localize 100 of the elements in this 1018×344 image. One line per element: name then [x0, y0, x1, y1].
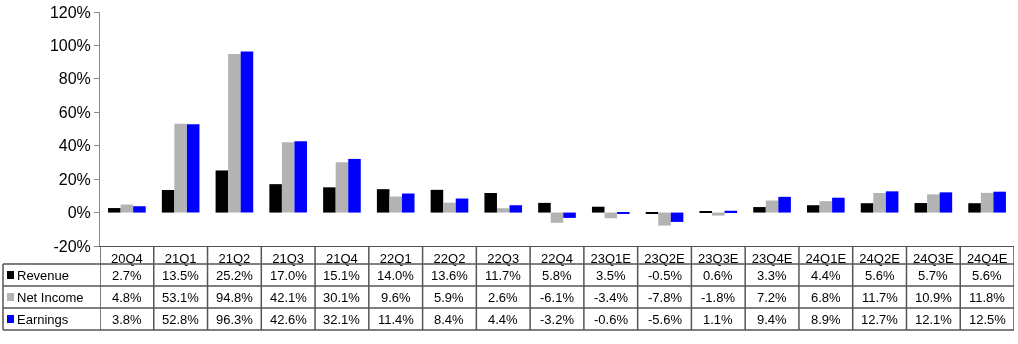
- legend-label: Earnings: [17, 312, 69, 327]
- data-label: 5.6%: [972, 268, 1003, 283]
- bar: [120, 204, 134, 213]
- data-label: 10.9%: [915, 290, 953, 305]
- bar: [765, 200, 779, 213]
- bar: [281, 142, 295, 213]
- y-tick-label: 0%: [67, 204, 91, 222]
- x-tick-label: 24Q2E: [859, 250, 901, 266]
- data-label: 3.5%: [596, 268, 627, 283]
- bar: [186, 124, 200, 213]
- data-label: 15.1%: [323, 268, 361, 283]
- data-label: 3.3%: [757, 268, 788, 283]
- x-tick-label: 21Q1: [164, 250, 197, 266]
- data-label: 8.4%: [434, 312, 465, 327]
- x-tick-label: 21Q2: [218, 250, 251, 266]
- x-tick-label: 22Q4: [541, 250, 573, 266]
- data-label: 8.9%: [811, 312, 842, 327]
- x-tick-label: 21Q3: [272, 250, 305, 266]
- data-label: 11.4%: [378, 312, 415, 327]
- data-label: 6.8%: [811, 290, 842, 305]
- bar: [108, 208, 121, 213]
- bar: [885, 191, 899, 213]
- legend-label: Revenue: [17, 268, 70, 283]
- bar: [778, 196, 791, 213]
- data-label: 11.7%: [485, 268, 522, 283]
- data-label: 12.1%: [915, 312, 953, 327]
- x-tick-label: 22Q1: [379, 250, 412, 266]
- bar: [323, 187, 336, 213]
- x-tick-label: 22Q3: [487, 250, 520, 266]
- bar: [161, 190, 175, 213]
- y-tick-label: 120%: [49, 3, 91, 21]
- x-tick-label: 23Q2E: [644, 250, 686, 266]
- bar: [133, 206, 146, 213]
- x-tick-label: 24Q1E: [805, 250, 847, 266]
- data-label: 30.1%: [323, 290, 361, 305]
- x-tick-label: 22Q2: [433, 250, 466, 266]
- y-tick-label: 100%: [49, 37, 91, 55]
- x-tick-label: 23Q3E: [698, 250, 739, 266]
- data-label: 9.4%: [757, 312, 788, 327]
- data-label: -7.8%: [648, 290, 683, 305]
- data-label: 5.8%: [542, 268, 573, 283]
- data-label: 42.6%: [270, 312, 308, 327]
- bar: [968, 203, 981, 213]
- y-tick-label: -20%: [53, 237, 91, 255]
- bar: [563, 212, 576, 218]
- data-label: 96.3%: [216, 312, 254, 327]
- bar: [443, 202, 456, 213]
- data-label: 2.7%: [112, 268, 143, 283]
- bar: [753, 207, 766, 213]
- data-label: 12.5%: [969, 312, 1007, 327]
- bar: [670, 212, 684, 222]
- data-label: 1.1%: [703, 312, 734, 327]
- bar: [335, 162, 349, 213]
- bar: [927, 194, 940, 213]
- data-label: 17.0%: [270, 268, 308, 283]
- data-label: 5.9%: [434, 290, 465, 305]
- data-label: -0.5%: [648, 268, 683, 283]
- y-tick-label: 60%: [58, 103, 91, 121]
- data-label: 53.1%: [162, 290, 200, 305]
- bar: [832, 197, 845, 213]
- bar: [294, 141, 307, 213]
- bar: [430, 189, 444, 213]
- bar: [376, 189, 390, 213]
- data-label: 13.6%: [431, 268, 469, 283]
- y-tick-label: 40%: [58, 137, 91, 155]
- bar: [348, 158, 361, 213]
- data-label: -3.4%: [594, 290, 629, 305]
- data-label: -5.6%: [648, 312, 683, 327]
- bar: [914, 203, 928, 213]
- x-tick-label: 24Q3E: [913, 250, 954, 266]
- bar: [496, 208, 510, 213]
- y-tick-label: 20%: [58, 170, 91, 188]
- data-label: 4.8%: [112, 290, 143, 305]
- bar: [604, 212, 618, 219]
- bar: [215, 170, 229, 213]
- bar: [807, 205, 820, 213]
- bar: [873, 193, 886, 213]
- bar: [980, 192, 994, 213]
- bar: [174, 123, 187, 213]
- bar: [509, 205, 523, 213]
- data-label: 4.4%: [811, 268, 842, 283]
- x-tick-label: 24Q4E: [966, 250, 1008, 266]
- bar: [658, 212, 671, 226]
- data-label: 11.8%: [969, 290, 1006, 305]
- data-label: 5.7%: [918, 268, 949, 283]
- data-label: 52.8%: [162, 312, 200, 327]
- bar: [228, 54, 241, 213]
- data-label: 94.8%: [216, 290, 254, 305]
- x-tick-label: 23Q1E: [590, 250, 632, 266]
- bar: [939, 192, 953, 213]
- x-tick-label: 23Q4E: [751, 250, 793, 266]
- bar: [538, 202, 551, 213]
- bar: [712, 212, 725, 216]
- bar: [860, 203, 874, 213]
- data-label: 0.6%: [703, 268, 734, 283]
- bar: [550, 212, 564, 223]
- data-label: 14.0%: [377, 268, 415, 283]
- bar: [484, 193, 497, 213]
- data-label: 42.1%: [270, 290, 308, 305]
- data-label: -1.8%: [701, 290, 736, 305]
